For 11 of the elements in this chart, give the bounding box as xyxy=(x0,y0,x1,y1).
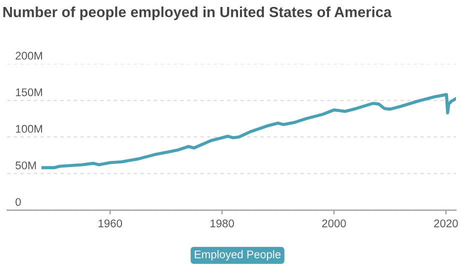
x-tick-label: 1980 xyxy=(210,219,234,228)
y-tick-label: 100M xyxy=(16,124,42,133)
x-tick-label: 2020 xyxy=(434,219,458,228)
y-tick-label: 150M xyxy=(16,88,42,96)
x-tick-label: 1960 xyxy=(98,219,122,228)
x-tick-label: 2000 xyxy=(322,219,346,228)
y-tick-label: 50M xyxy=(16,162,36,170)
chart-title: Number of people employed in United States of America xyxy=(3,6,392,20)
y-tick-label: 0 xyxy=(16,198,21,206)
text: Employed People xyxy=(194,250,281,261)
y-tick-label: 200M xyxy=(16,52,42,60)
